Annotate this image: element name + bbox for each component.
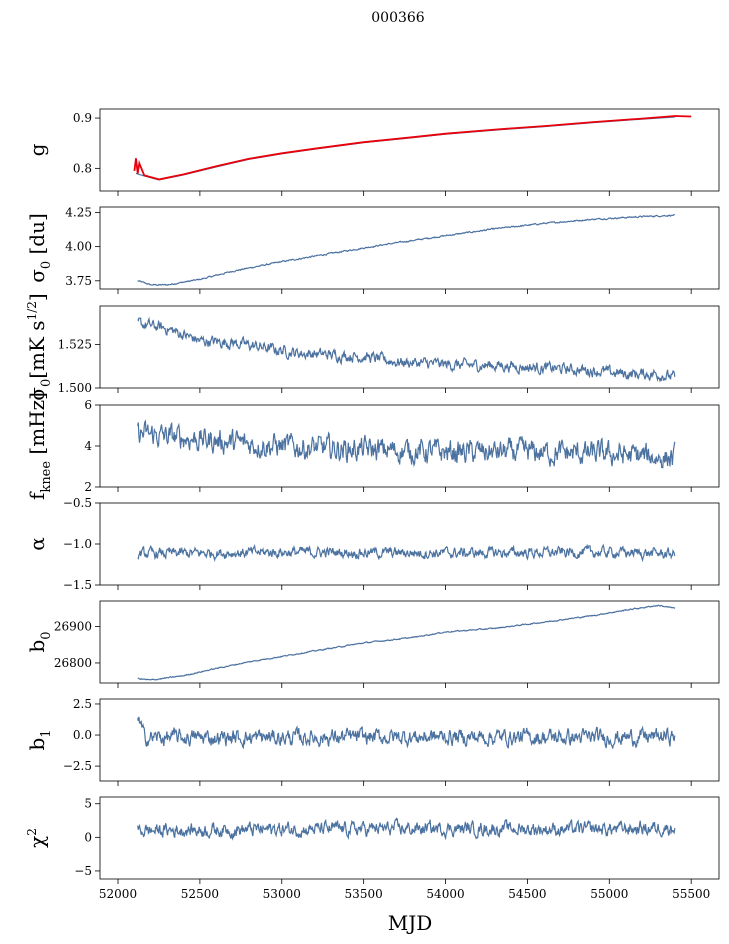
series-fknee-fknee [137, 419, 676, 469]
series-b1-b1 [137, 716, 676, 750]
ytick-label-chi2: 5 [84, 797, 92, 811]
ytick-label-b0: 26800 [54, 656, 92, 670]
ylabel-b1: b1 [25, 729, 54, 750]
ylabel-fknee: fknee [mHz] [25, 392, 54, 500]
figure-title: 000366 [371, 10, 425, 26]
ytick-label-sigma0_du: 3.75 [65, 274, 92, 288]
series-alpha-alpha [137, 543, 676, 563]
ytick-label-b1: 2.5 [73, 697, 92, 711]
xtick-label: 55000 [590, 887, 628, 901]
ylabel-chi2: χ2 [25, 828, 49, 848]
ylabel-b0: b0 [25, 631, 54, 652]
xtick-label: 55500 [672, 887, 710, 901]
ytick-label-chi2: 0 [84, 830, 92, 844]
panel-alpha: −1.5 −1.0 −0.5 α [25, 496, 720, 592]
series-sigma0_mk-sigma0 [137, 316, 676, 383]
series-b0-b0 [137, 604, 676, 681]
axes-frame-sigma0_mk [99, 305, 720, 389]
panel-chi2: −5 0 5 52000 52500 53000 53500 54000 54500 55000 5… [25, 796, 720, 901]
ytick-label-alpha: −1.0 [63, 537, 92, 551]
ytick-label-chi2: −5 [74, 864, 92, 878]
ytick-label-b0: 26900 [54, 620, 92, 634]
xtick-label: 54000 [426, 887, 464, 901]
axes-frame-sigma0_du [99, 206, 720, 290]
ytick-label-sigma0_mk: 1.500 [58, 381, 92, 395]
axes-frame-alpha [99, 502, 720, 586]
ytick-label-alpha: −1.5 [63, 578, 92, 592]
ylabel-sigma0_du: σ0 [du] [25, 213, 54, 283]
axes-frame-fknee [99, 404, 720, 488]
axes-frame-chi2 [99, 796, 720, 880]
ytick-label-fknee: 4 [84, 439, 92, 453]
axes-frame-b1 [99, 698, 720, 782]
ytick-label-g: 0.8 [73, 161, 92, 175]
ytick-label-sigma0_du: 4.25 [65, 205, 92, 219]
panel-sigma0_du: 3.75 4.00 4.25 σ0 [du] [25, 205, 720, 294]
ylabel-g: g [25, 143, 49, 156]
axes-frame-b0 [99, 600, 720, 684]
xtick-label: 52000 [99, 887, 137, 901]
ytick-label-b1: 0.0 [73, 728, 92, 742]
axes-frame-g [99, 108, 720, 192]
ytick-label-sigma0_mk: 1.525 [58, 337, 92, 351]
ytick-label-fknee: 2 [84, 480, 92, 494]
panel-g: 0.8 0.9 g [25, 108, 720, 196]
xtick-label: 52500 [181, 887, 219, 901]
panel-fknee: 2 4 6 fknee [mHz] [25, 392, 720, 500]
x-axis-label: MJD [388, 911, 433, 935]
panel-sigma0_mk: 1.500 1.525 σ0[mK s1/2] [25, 293, 720, 401]
series-chi2-chi2 [137, 817, 676, 841]
series-g-model [135, 116, 675, 181]
ylabel-sigma0_mk: σ0[mK s1/2] [25, 293, 54, 400]
ytick-label-g: 0.9 [73, 111, 92, 125]
series-sigma0_du-sigma0 [137, 213, 676, 287]
ytick-label-alpha: −0.5 [63, 496, 92, 510]
series-g-estimate [133, 115, 692, 181]
panel-b1: −2.5 0.0 2.5 b1 [25, 697, 720, 786]
ytick-label-sigma0_du: 4.00 [65, 240, 92, 254]
ytick-label-b1: −2.5 [63, 759, 92, 773]
xtick-label: 54500 [508, 887, 546, 901]
ylabel-alpha: α [25, 537, 49, 551]
xtick-label: 53500 [345, 887, 383, 901]
ytick-label-fknee: 6 [84, 398, 92, 412]
xtick-label: 53000 [263, 887, 301, 901]
